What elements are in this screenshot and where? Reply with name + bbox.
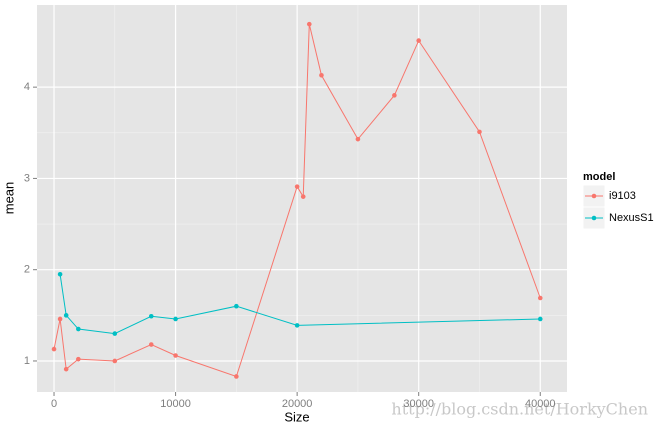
- point: [173, 353, 178, 358]
- legend-label: i9103: [609, 190, 636, 202]
- point: [57, 271, 63, 277]
- point: [63, 366, 69, 372]
- point: [234, 374, 239, 379]
- x-tick-label: 40000: [525, 398, 556, 410]
- point: [306, 21, 312, 27]
- point: [416, 38, 421, 43]
- point: [51, 346, 57, 352]
- x-tick-label: 20000: [282, 398, 313, 410]
- legend-label: NexusS1: [609, 212, 654, 224]
- point: [537, 295, 543, 301]
- point: [148, 313, 154, 319]
- point: [355, 136, 361, 142]
- point: [300, 194, 306, 199]
- x-tick-label: 30000: [403, 398, 434, 410]
- y-tick-label: 3: [24, 172, 30, 184]
- legend-point: [591, 215, 597, 221]
- x-tick-label: 10000: [160, 398, 191, 410]
- watermark: http://blog.csdn.net/HorkyChen: [391, 400, 648, 419]
- point: [112, 331, 118, 336]
- legend-point: [591, 193, 597, 199]
- point: [294, 184, 300, 189]
- point: [76, 326, 81, 332]
- point: [537, 316, 543, 322]
- point: [63, 313, 69, 318]
- legend-title: model: [583, 171, 615, 183]
- point: [76, 356, 81, 362]
- point: [148, 342, 154, 347]
- y-tick-label: 2: [24, 264, 30, 276]
- y-tick-label: 1: [24, 355, 30, 367]
- point: [392, 93, 397, 98]
- point: [294, 323, 300, 328]
- y-axis-title: mean: [1, 182, 16, 215]
- x-tick-label: 0: [51, 398, 57, 410]
- x-axis-title: Size: [284, 409, 309, 424]
- y-tick-label: 4: [24, 81, 30, 93]
- point: [477, 129, 482, 135]
- point: [173, 316, 178, 322]
- point: [57, 316, 63, 322]
- point: [112, 358, 118, 364]
- point: [234, 303, 239, 309]
- point: [319, 72, 324, 78]
